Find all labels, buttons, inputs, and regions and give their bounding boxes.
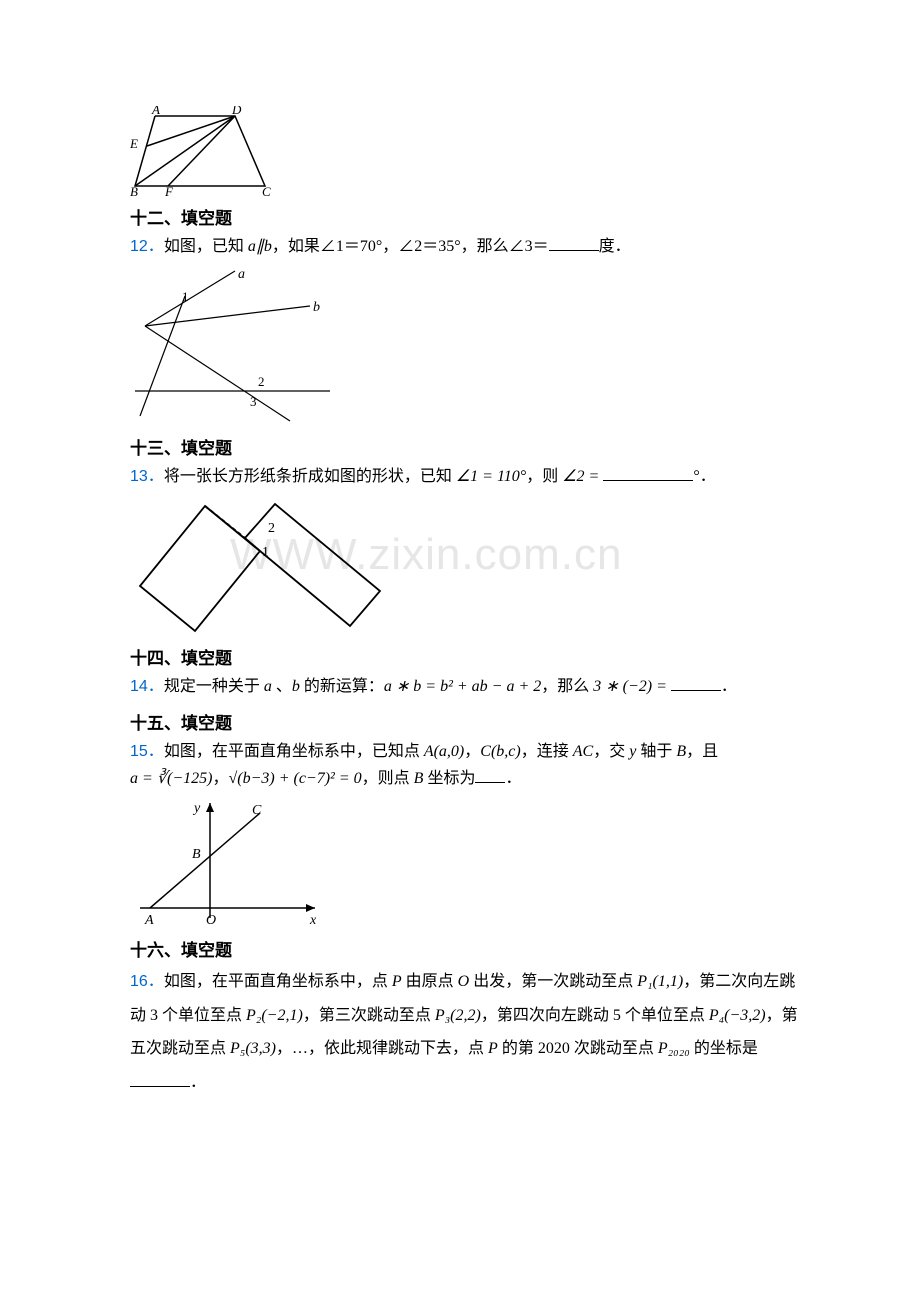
math-expr: P₄(−3,2) (709, 1007, 766, 1024)
math-expr: a∥b (248, 238, 272, 255)
svg-text:C: C (252, 803, 262, 818)
figure-12: a b 1 2 3 (130, 266, 800, 426)
svg-text:D: D (231, 106, 242, 117)
svg-text:2: 2 (258, 374, 265, 389)
problem-text: 、 (272, 678, 292, 695)
svg-text:a: a (238, 267, 245, 282)
math-var: a (264, 678, 272, 695)
problem-text: 将一张长方形纸条折成如图的形状，已知 (164, 468, 456, 485)
heading-15: 十五、填空题 (130, 709, 800, 734)
problem-text: 的第 2020 次跳动至点 (498, 1040, 658, 1057)
problem-number: 16． (130, 973, 164, 990)
problem-15: 15．如图，在平面直角坐标系中，已知点 A(a,0)，C(b,c)，连接 AC，… (130, 738, 800, 792)
math-expr: a ∗ b = b² + ab − a + 2 (384, 678, 541, 695)
problem-number: 14． (130, 678, 164, 695)
svg-text:B: B (192, 847, 201, 862)
svg-text:E: E (130, 136, 138, 151)
problem-text: ，交 (593, 743, 629, 760)
problem-16: 16．如图，在平面直角坐标系中，点 P 由原点 O 出发，第一次跳动至点 P₁(… (130, 965, 800, 1099)
problem-text: ，则点 (362, 770, 414, 787)
math-var: P (392, 973, 402, 990)
svg-text:A: A (144, 913, 154, 928)
problem-text: ，则 (526, 468, 562, 485)
svg-text:F: F (164, 184, 174, 196)
blank-field (130, 1070, 190, 1087)
problem-text: 的坐标是 (690, 1040, 758, 1057)
svg-text:B: B (130, 184, 138, 196)
problem-text: ， (464, 743, 480, 760)
math-expr: P₁(1,1) (637, 973, 683, 990)
math-var: b (292, 678, 300, 695)
problem-text: 如图，已知 (164, 238, 248, 255)
problem-text: 坐标为 (423, 770, 475, 787)
svg-text:2: 2 (268, 521, 275, 536)
math-expr: P₂₀₂₀ (658, 1040, 690, 1057)
blank-field (475, 766, 505, 783)
problem-text: ， (212, 770, 228, 787)
math-var: B (414, 770, 424, 787)
math-var: B (676, 743, 686, 760)
problem-text: ． (505, 770, 521, 787)
problem-text: ，那么 (541, 678, 593, 695)
problem-text: ，且 (686, 743, 718, 760)
math-var: P (488, 1040, 498, 1057)
problem-text: ，连接 (521, 743, 573, 760)
problem-text: ，…，依此规律跳动下去，点 (276, 1040, 488, 1057)
heading-12: 十二、填空题 (130, 204, 800, 229)
problem-text: °． (693, 468, 715, 485)
problem-text: ． (721, 678, 737, 695)
problem-text: 度． (599, 238, 631, 255)
problem-text: ，第三次跳动至点 (303, 1007, 435, 1024)
problem-text: ，如果∠1＝70°，∠2＝35°，那么∠3＝ (272, 238, 549, 255)
math-expr: a = ∛(−125) (130, 770, 212, 787)
problem-number: 15． (130, 743, 164, 760)
problem-14: 14．规定一种关于 a 、b 的新运算：a ∗ b = b² + ab − a … (130, 673, 800, 700)
problem-number: 12． (130, 238, 164, 255)
problem-text: 如图，在平面直角坐标系中，点 (164, 973, 392, 990)
math-expr: C(b,c) (480, 743, 520, 760)
problem-12: 12．如图，已知 a∥b，如果∠1＝70°，∠2＝35°，那么∠3＝ 度． (130, 233, 800, 260)
problem-text: 出发，第一次跳动至点 (469, 973, 637, 990)
problem-text: 由原点 (402, 973, 458, 990)
math-expr: A(a,0) (424, 743, 464, 760)
svg-text:y: y (192, 801, 201, 816)
svg-text:A: A (151, 106, 160, 117)
svg-text:1: 1 (182, 289, 189, 304)
svg-text:O: O (206, 913, 216, 928)
problem-text: 如图，在平面直角坐标系中，已知点 (164, 743, 424, 760)
heading-14: 十四、填空题 (130, 644, 800, 669)
svg-text:x: x (309, 913, 317, 928)
svg-text:b: b (313, 300, 320, 315)
svg-text:C: C (262, 184, 271, 196)
problem-number: 13． (130, 468, 164, 485)
problem-text: ，第四次向左跳动 5 个单位至点 (481, 1007, 709, 1024)
problem-text: 轴于 (636, 743, 676, 760)
math-var: O (458, 973, 470, 990)
problem-text: 的新运算： (300, 678, 384, 695)
figure-11: A D E B F C (130, 106, 800, 196)
math-expr: ∠1 = 110° (456, 468, 526, 485)
math-expr: ∠2 = (562, 468, 599, 485)
math-expr: P₂(−2,1) (246, 1007, 303, 1024)
math-expr: 3 ∗ (−2) = (593, 678, 667, 695)
math-var: AC (573, 743, 593, 760)
blank-field (671, 674, 721, 691)
problem-text: ． (190, 1074, 206, 1091)
blank-field (549, 234, 599, 251)
heading-16: 十六、填空题 (130, 936, 800, 961)
problem-text: 规定一种关于 (164, 678, 264, 695)
math-expr: P₃(2,2) (435, 1007, 481, 1024)
svg-text:1: 1 (262, 545, 269, 560)
figure-13: 1 2 (130, 496, 800, 636)
figure-15: y x A O B C (130, 798, 800, 928)
svg-text:3: 3 (250, 394, 257, 409)
math-expr: √(b−3) + (c−7)² = 0 (228, 770, 361, 787)
problem-13: 13．将一张长方形纸条折成如图的形状，已知 ∠1 = 110°，则 ∠2 = °… (130, 463, 800, 490)
blank-field (603, 464, 693, 481)
heading-13: 十三、填空题 (130, 434, 800, 459)
math-expr: P₅(3,3) (230, 1040, 276, 1057)
